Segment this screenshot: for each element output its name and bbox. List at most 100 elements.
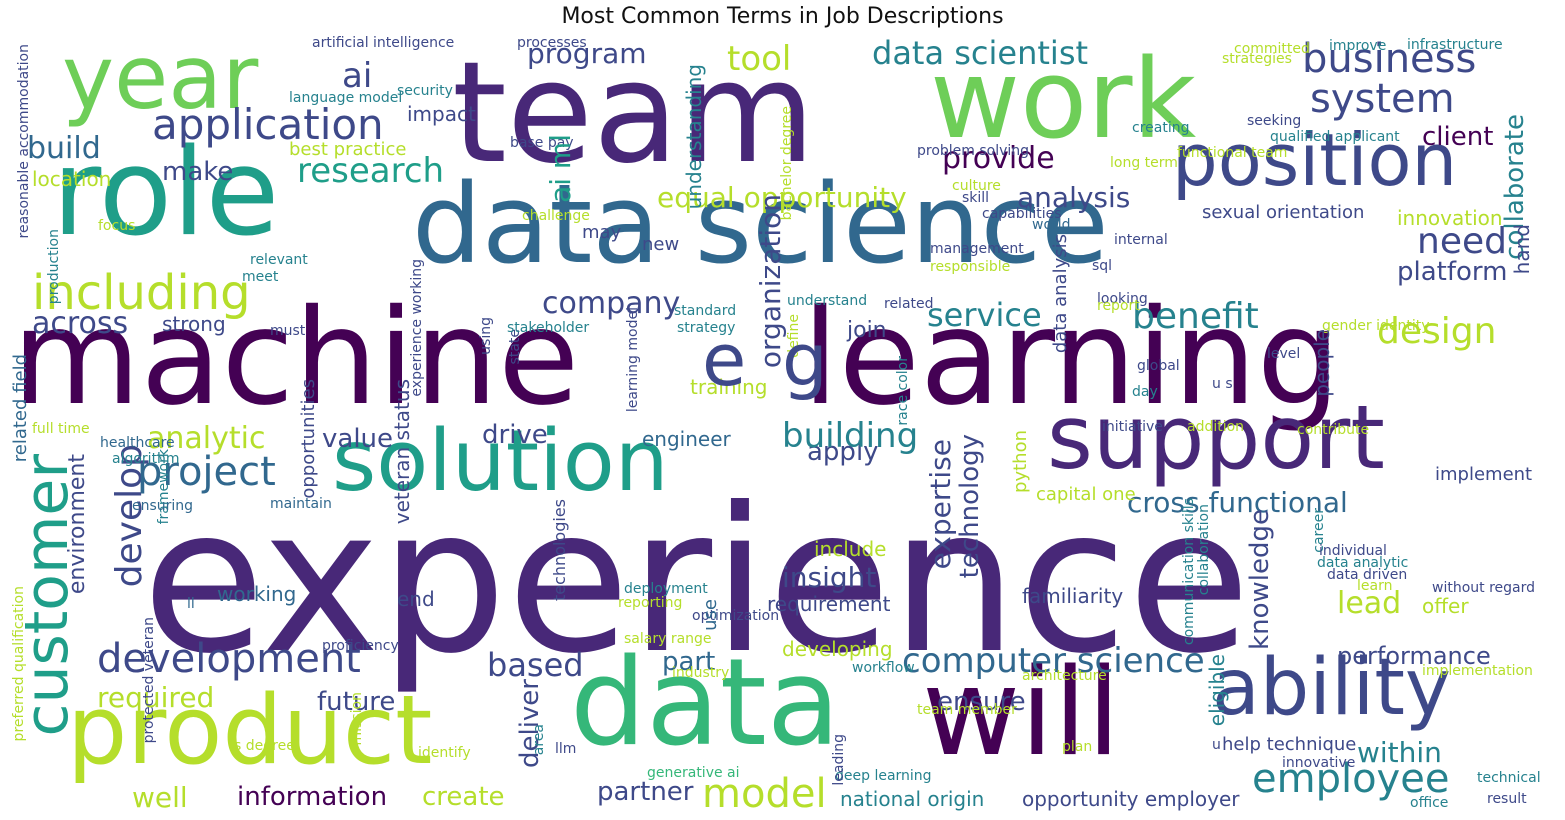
- word-work: work: [930, 35, 1197, 163]
- word-related: related: [884, 296, 934, 312]
- word-required: required: [97, 681, 215, 714]
- word-u-s: u s: [1212, 376, 1233, 392]
- word-business: business: [1302, 36, 1477, 82]
- word-design: design: [1377, 311, 1497, 352]
- word-capital-one: capital one: [1036, 484, 1136, 505]
- word-individual: individual: [1319, 543, 1387, 559]
- word-role: role: [52, 124, 280, 263]
- word-initiative: initiative: [1102, 419, 1163, 435]
- word-problem-solving: problem solving: [917, 143, 1030, 159]
- word-training: training: [690, 375, 768, 399]
- word-building: building: [782, 416, 919, 456]
- word-year: year: [62, 34, 259, 129]
- word-product: product: [67, 676, 433, 786]
- word-office: office: [1410, 795, 1449, 811]
- word-join: join: [847, 318, 887, 343]
- word-project: project: [137, 449, 276, 495]
- word-global: global: [1137, 358, 1180, 374]
- word-functional-team: functional team: [1177, 145, 1288, 161]
- word-capabilities: capabilities: [982, 206, 1062, 222]
- word-new: new: [642, 234, 680, 255]
- word-position: position: [1172, 118, 1458, 202]
- word-engineer: engineer: [642, 427, 731, 451]
- word-expertise: expertise: [924, 439, 957, 570]
- word-full-time: full time: [32, 421, 90, 437]
- word-value: value: [322, 424, 394, 454]
- word-leading: leading: [831, 734, 847, 786]
- word-sql: sql: [1092, 258, 1113, 274]
- word-ability: ability: [1212, 643, 1452, 733]
- word-knowledge: knowledge: [1245, 509, 1275, 650]
- word-drive: drive: [482, 420, 548, 450]
- word-developing: developing: [782, 637, 893, 661]
- word-team-member: team member: [917, 702, 1017, 718]
- word-contribute: contribute: [1297, 422, 1370, 438]
- word-system: system: [1310, 76, 1455, 122]
- word-technical: technical: [1477, 770, 1541, 786]
- word-preferred-qualification: preferred qualification: [12, 586, 27, 742]
- word-sexual-orientation: sexual orientation: [1202, 202, 1365, 223]
- word-use: use: [700, 599, 721, 631]
- word-innovation: innovation: [1397, 206, 1503, 230]
- word-strong: strong: [162, 312, 226, 336]
- word-looking: looking: [1097, 291, 1148, 307]
- word-protected-veteran: protected veteran: [141, 617, 157, 744]
- word-s-degree: s degree: [234, 738, 295, 754]
- word-tool: tool: [727, 39, 792, 79]
- word-veteran-status: veteran status: [390, 379, 414, 525]
- word-insight: insight: [782, 561, 877, 594]
- word-proficiency: proficiency: [322, 638, 399, 654]
- word-understanding: understanding: [682, 64, 706, 210]
- word-development: development: [97, 636, 361, 682]
- word-report: report: [1097, 298, 1140, 314]
- word-algorithm: algorithm: [112, 451, 180, 467]
- word-generative-ai: generative ai: [647, 765, 740, 781]
- word-workflow: workflow: [852, 660, 915, 676]
- word-must: must: [270, 323, 306, 339]
- word-base-pay: base pay: [510, 135, 574, 151]
- word-learning: learning: [802, 281, 1341, 435]
- word-world: world: [1032, 217, 1071, 233]
- word-based: based: [487, 646, 584, 684]
- word-communication-skills: communication skills: [1181, 498, 1197, 646]
- word-program: program: [527, 37, 647, 70]
- word-result: result: [1487, 791, 1527, 807]
- word-area: area: [531, 724, 547, 756]
- word-skill: skill: [962, 190, 990, 206]
- word-level: level: [1267, 346, 1301, 362]
- word-help-technique: help technique: [1222, 734, 1357, 755]
- word-language-model: language model: [289, 90, 403, 106]
- word-artificial-intelligence: artificial intelligence: [312, 35, 455, 51]
- word-solution: solution: [332, 412, 669, 511]
- word-qualified-applicant: qualified applicant: [1270, 129, 1400, 145]
- word-create: create: [422, 782, 505, 812]
- word-long-term: long term: [1110, 155, 1178, 171]
- word-hand: hand: [1510, 224, 1534, 275]
- word-may: may: [582, 222, 622, 243]
- word-responsible: responsible: [930, 259, 1011, 275]
- word-within: within: [1357, 736, 1442, 769]
- word-national-origin: national origin: [840, 787, 985, 811]
- word-application: application: [152, 100, 384, 149]
- word-machine: machine: [12, 281, 580, 435]
- word-related-field: related field: [12, 354, 31, 463]
- word-ai-ml: ai ml: [544, 134, 577, 203]
- word-creating: creating: [1132, 120, 1190, 136]
- word-architecture: architecture: [1022, 668, 1107, 684]
- word-lead: lead: [1337, 586, 1402, 621]
- word-challenge: challenge: [522, 208, 590, 224]
- word-plan: plan: [1062, 739, 1093, 755]
- word-understand: understand: [787, 293, 868, 309]
- word-benefit: benefit: [1132, 296, 1259, 337]
- word-data-scientist: data scientist: [872, 34, 1089, 72]
- word-relevant: relevant: [250, 252, 308, 268]
- word-people: people: [1310, 329, 1334, 397]
- word-culture: culture: [952, 178, 1001, 194]
- word-ll: ll: [187, 596, 195, 612]
- word-optimization: optimization: [692, 608, 780, 624]
- word-focus: focus: [98, 218, 136, 234]
- word-analytic: analytic: [147, 421, 266, 456]
- word-experience: experience: [142, 465, 1251, 698]
- word-platform: platform: [1397, 257, 1508, 287]
- word-team: team: [452, 34, 816, 195]
